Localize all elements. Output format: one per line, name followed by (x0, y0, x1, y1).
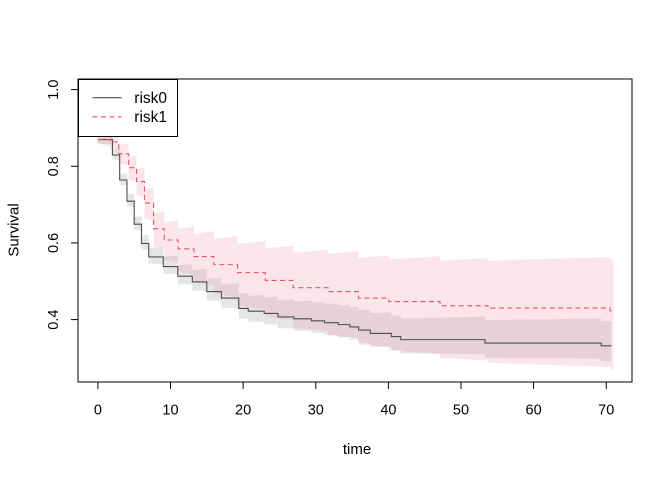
svg-text:Survival: Survival (6, 203, 23, 256)
svg-text:70: 70 (598, 403, 614, 419)
svg-text:20: 20 (235, 403, 251, 419)
svg-text:50: 50 (453, 403, 469, 419)
svg-text:30: 30 (308, 403, 324, 419)
svg-text:10: 10 (162, 403, 178, 419)
svg-text:risk1: risk1 (134, 109, 167, 126)
svg-text:60: 60 (526, 403, 542, 419)
svg-text:risk0: risk0 (134, 90, 167, 107)
svg-text:0.4: 0.4 (46, 310, 62, 330)
svg-text:0.8: 0.8 (46, 156, 62, 176)
svg-text:0.6: 0.6 (46, 233, 62, 253)
svg-text:time: time (343, 441, 371, 458)
svg-text:0: 0 (94, 403, 102, 419)
svg-text:1.0: 1.0 (46, 80, 62, 100)
svg-text:40: 40 (380, 403, 396, 419)
